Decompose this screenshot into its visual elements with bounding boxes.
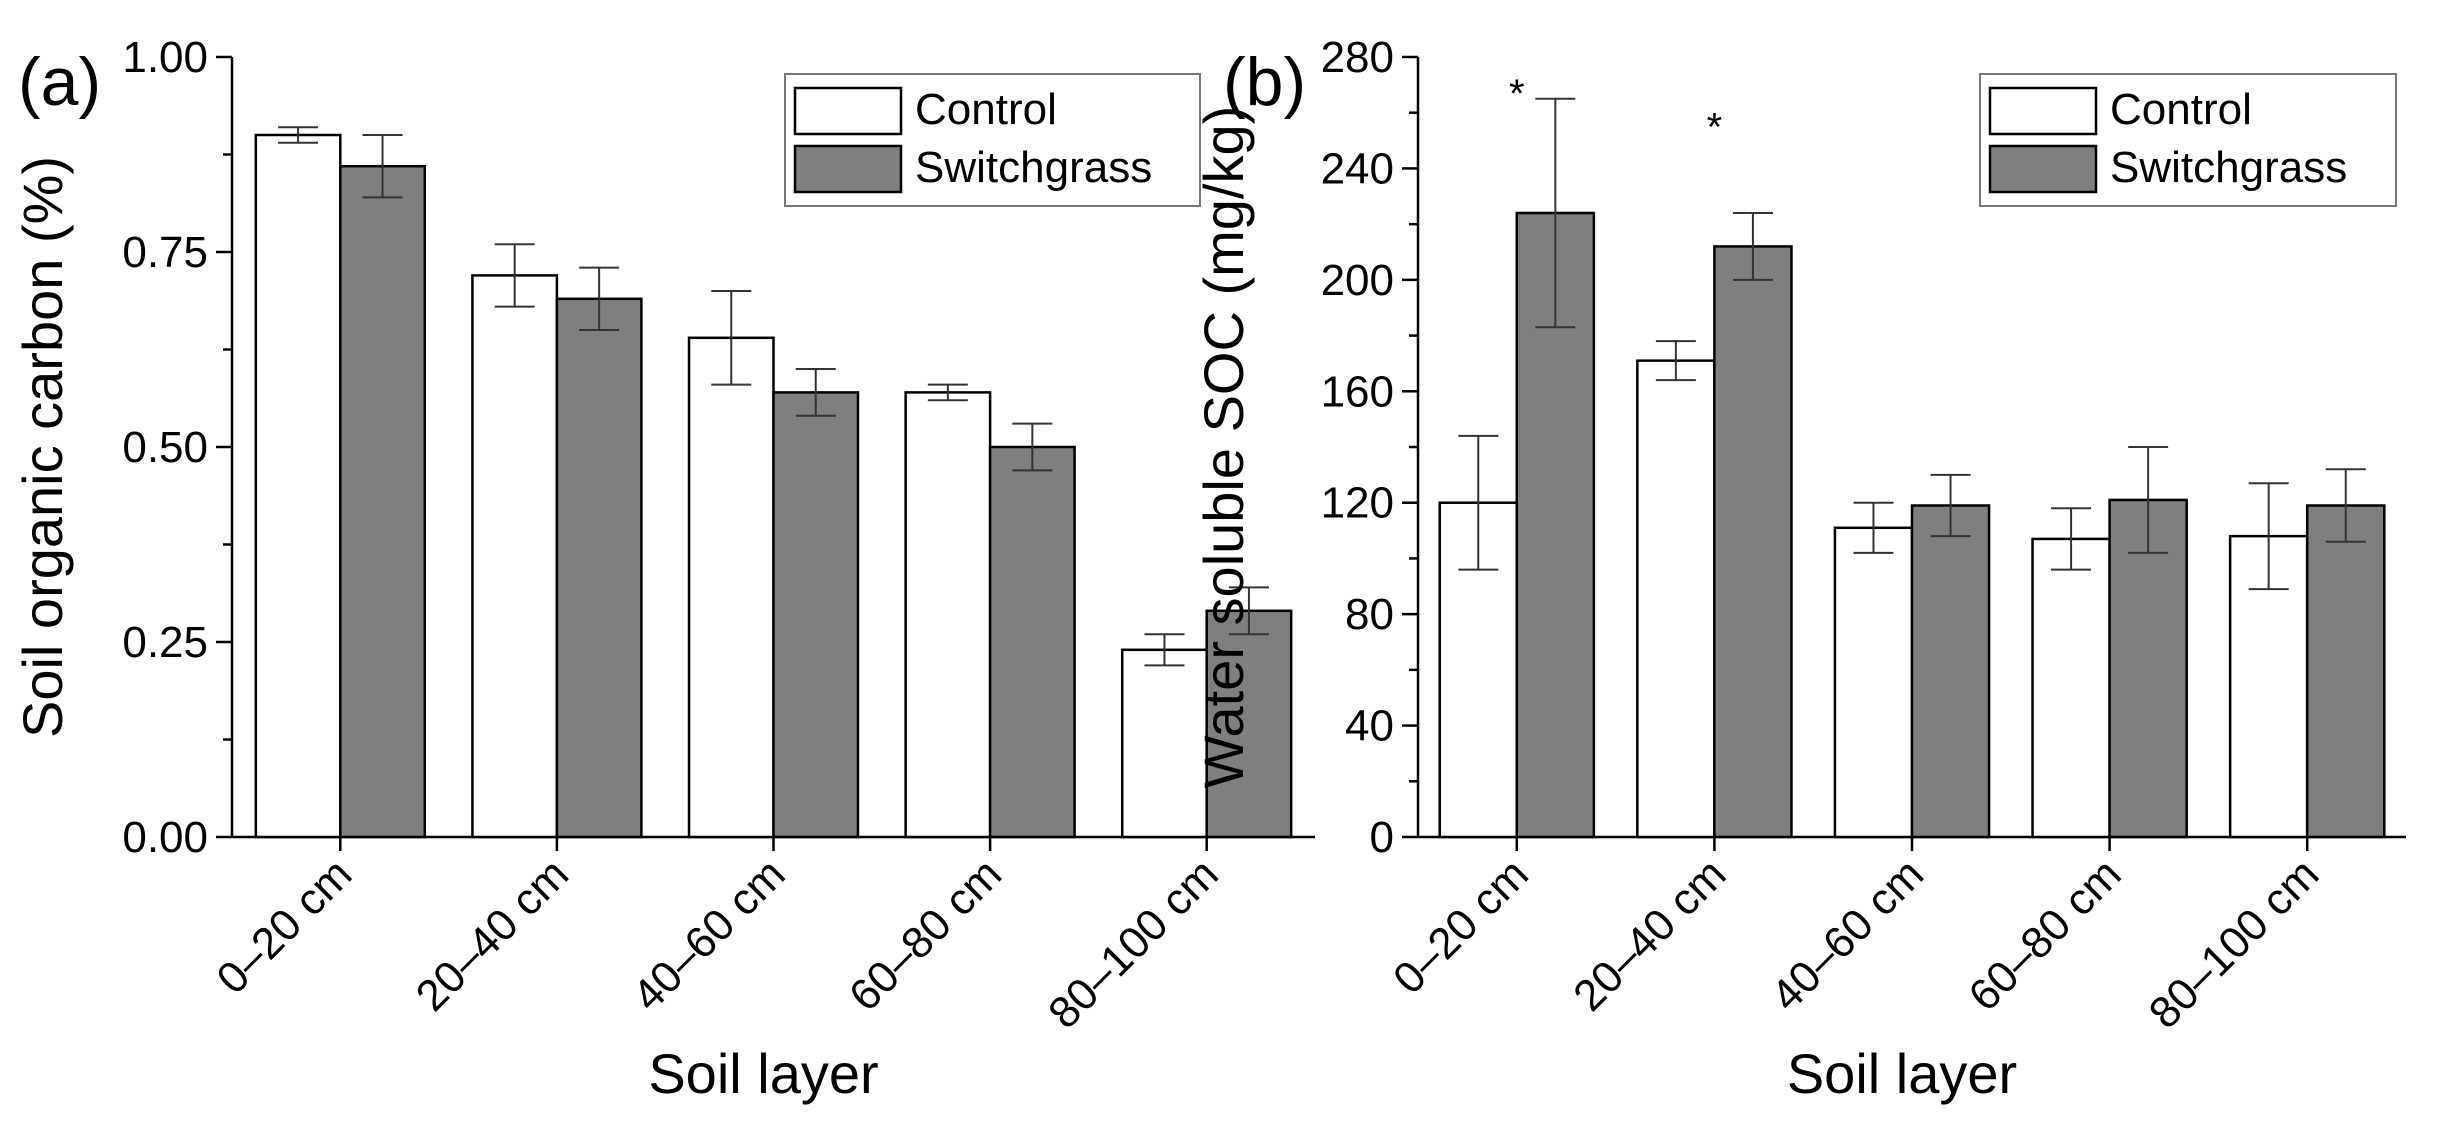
- x-axis-title: Soil layer: [648, 1042, 878, 1105]
- y-tick-label: 0.50: [122, 423, 208, 472]
- y-tick-label: 0.25: [122, 618, 208, 667]
- control-bar: [687, 336, 775, 839]
- y-tick-label: 80: [1345, 590, 1394, 639]
- legend-swatch-control: [1988, 86, 2098, 136]
- legend-swatch-control: [793, 86, 903, 136]
- switchgrass-bar: [1515, 211, 1596, 839]
- legend-label: Control: [2110, 85, 2252, 134]
- y-tick-label: 160: [1321, 367, 1394, 416]
- legend-label: Switchgrass: [2110, 143, 2347, 192]
- panel-b: 0 40 80 120 160 200 240 280 0–20 cm 20–40 cm 40–60…: [1192, 33, 2406, 1105]
- x-category-label: 60–80 cm: [840, 849, 1011, 1020]
- y-tick-label: 240: [1321, 144, 1394, 193]
- x-category-label: 80–100 cm: [2140, 849, 2329, 1038]
- switchgrass-bar: [2305, 504, 2386, 839]
- x-category-label: 0–20 cm: [1384, 849, 1538, 1003]
- panel-label: (b): [1223, 44, 1306, 120]
- x-category-label: 20–40 cm: [407, 849, 578, 1020]
- x-category-label: 20–40 cm: [1564, 849, 1735, 1020]
- control-bar: [1833, 526, 1914, 839]
- y-tick-label: 1.00: [122, 33, 208, 82]
- x-category-label: 0–20 cm: [207, 849, 361, 1003]
- control-bar: [471, 274, 559, 839]
- control-bar: [1120, 648, 1208, 839]
- switchgrass-bar: [1205, 609, 1293, 839]
- y-tick-label: 120: [1321, 479, 1394, 528]
- switchgrass-bar: [988, 445, 1076, 839]
- legend-swatch-switchgrass: [793, 144, 903, 194]
- y-tick-label: 0.00: [122, 813, 208, 862]
- switchgrass-bar: [1910, 504, 1991, 839]
- legend: Control Switchgrass: [1979, 73, 2397, 207]
- panel-label: (a): [18, 44, 101, 120]
- switchgrass-bar: [1713, 245, 1793, 839]
- legend-label: Switchgrass: [915, 143, 1152, 192]
- legend-swatch-switchgrass: [1988, 144, 2098, 194]
- switchgrass-bar: [555, 297, 643, 839]
- significance-mark: *: [1707, 105, 1723, 149]
- control-bar: [2031, 537, 2111, 839]
- control-bar: [904, 391, 992, 839]
- y-axis-title: Water soluble SOC (mg/kg): [1192, 106, 1255, 789]
- control-bar: [254, 133, 342, 839]
- control-bar: [1636, 359, 1716, 839]
- legend-label: Control: [915, 85, 1057, 134]
- legend: Control Switchgrass: [784, 73, 1201, 207]
- x-category-label: 40–60 cm: [623, 849, 794, 1020]
- x-axis-title: Soil layer: [1787, 1042, 2017, 1105]
- y-axis-title: Soil organic carbon (%): [11, 156, 74, 738]
- y-tick-label: 280: [1321, 33, 1394, 82]
- x-category-label: 60–80 cm: [1959, 849, 2130, 1020]
- x-category-label: 40–60 cm: [1762, 849, 1933, 1020]
- significance-mark: *: [1509, 72, 1525, 116]
- switchgrass-bar: [339, 164, 427, 839]
- y-tick-label: 200: [1321, 256, 1394, 305]
- x-category-label: 80–100 cm: [1039, 849, 1228, 1038]
- switchgrass-bar: [772, 391, 860, 839]
- y-tick-label: 0.75: [122, 228, 208, 277]
- panel-a: 0.00 0.25 0.50 0.75 1.00 0–20 cm 20–40 cm 40–60…: [11, 33, 1315, 1105]
- y-tick-label: 0: [1370, 813, 1394, 862]
- y-tick-label: 40: [1345, 702, 1394, 751]
